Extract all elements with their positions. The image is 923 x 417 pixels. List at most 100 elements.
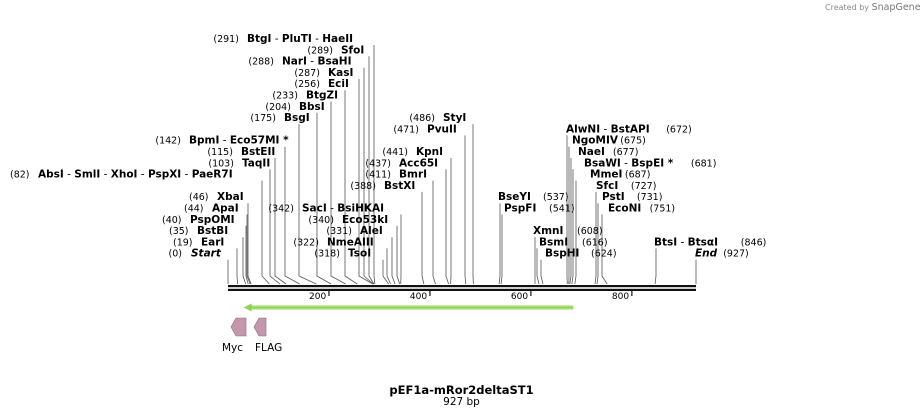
site-sfci[interactable]: (727) SfcI xyxy=(596,180,656,192)
site-bmri[interactable]: (411) BmrI xyxy=(365,169,427,181)
site-enzymes: BpmI - Eco57MI * xyxy=(189,135,289,147)
feature-myc[interactable]: Myc xyxy=(222,317,247,354)
scale-tick: 200 xyxy=(309,291,330,302)
site-position: (677) xyxy=(613,147,639,158)
site-position: (471) xyxy=(393,124,419,135)
site-naei[interactable]: (677) NaeI xyxy=(578,146,638,158)
leader-line xyxy=(421,191,425,285)
orf-arrow[interactable] xyxy=(243,303,574,312)
leader-line xyxy=(594,191,597,285)
site-end[interactable]: (927) End xyxy=(695,248,749,260)
site-xbai[interactable]: (46) XbaI xyxy=(189,191,244,203)
site-mmei[interactable]: (687)MmeI xyxy=(590,169,650,181)
site-btgzi[interactable]: (233) BtgZI xyxy=(272,90,338,102)
site-apai[interactable]: (44) ApaI xyxy=(184,203,239,215)
leader-line xyxy=(298,124,317,285)
site-position: (142) xyxy=(155,136,181,147)
leader-line xyxy=(330,101,346,285)
site-bsteii[interactable]: (115) BstEII xyxy=(207,146,275,158)
scale-tick-label: 200 xyxy=(309,292,326,302)
site-xmni[interactable]: (608) XmnI xyxy=(533,225,603,237)
site-pspfi[interactable]: (541) PspFI xyxy=(504,203,575,215)
site-nmeaiii[interactable]: (322) NmeAIII xyxy=(293,236,373,248)
site-enzymes: PspOMI xyxy=(190,214,235,226)
site-position: (322) xyxy=(293,237,319,248)
site-bseyi[interactable]: (537) BseYI xyxy=(498,191,569,203)
scale-tick-label: 400 xyxy=(410,292,427,302)
site-btgi[interactable]: (291) BtgI - PluTI - HaeII xyxy=(213,33,353,45)
site-btsi[interactable]: (846) BtsI - BtsαI xyxy=(654,236,766,248)
site-alwni[interactable]: (672) AlwNI - BstAPI xyxy=(566,123,692,135)
leader-line xyxy=(386,248,391,285)
site-enzymes: AlwNI - BstAPI xyxy=(566,123,650,135)
site-position: (40) xyxy=(162,215,182,226)
site-bbsi[interactable]: (204) BbsI xyxy=(265,101,324,113)
site-position: (437) xyxy=(365,158,391,169)
site-acc65i[interactable]: (437) Acc65I xyxy=(365,157,438,169)
feature-flag[interactable]: FLAG xyxy=(253,317,282,354)
leader-line xyxy=(246,214,251,285)
site-pvuii[interactable]: (471) PvuII xyxy=(393,123,456,135)
site-pspomi[interactable]: (40) PspOMI xyxy=(162,214,235,226)
site-enzymes: BtsI - BtsαI xyxy=(654,236,718,248)
site-enzymes: BmrI xyxy=(399,169,427,181)
site-econi[interactable]: (751) EcoNI xyxy=(608,203,675,215)
site-kasi[interactable]: (287) KasI xyxy=(294,67,353,79)
site-absi[interactable]: (82) AbsI - SmlI - XhoI - PspXI - PaeR7I xyxy=(10,169,233,181)
site-enzymes: SfcI xyxy=(596,180,618,192)
site-position: (927) xyxy=(723,249,749,260)
site-enzymes: KasI xyxy=(328,67,353,79)
leader-lines xyxy=(227,45,697,285)
site-bsmi[interactable]: (616) BsmI xyxy=(539,236,608,248)
leader-line xyxy=(601,214,608,285)
site-ecii[interactable]: (256) EciI xyxy=(294,78,349,90)
leader-line xyxy=(269,169,281,285)
site-eco53ki[interactable]: (340) Eco53kI xyxy=(308,214,388,226)
leader-line xyxy=(391,237,396,285)
site-enzymes: EcoNI xyxy=(608,203,641,215)
site-position: (44) xyxy=(184,204,204,215)
site-sfoi[interactable]: (289) SfoI xyxy=(307,44,364,56)
site-taqii[interactable]: (103) TaqII xyxy=(208,157,270,169)
site-position: (289) xyxy=(307,45,333,56)
site-enzymes: BbsI xyxy=(299,101,325,113)
site-enzymes: SacI - BsiHKAI xyxy=(302,203,384,215)
site-enzymes: BsaWI - BspEI * xyxy=(584,157,674,169)
site-start[interactable]: (0) Start xyxy=(169,248,222,260)
site-position: (35) xyxy=(169,226,189,237)
site-position: (616) xyxy=(582,237,608,248)
site-position: (751) xyxy=(650,204,676,215)
site-position: (318) xyxy=(314,249,340,260)
site-bsgi[interactable]: (175) BsgI xyxy=(250,112,309,124)
leader-line xyxy=(498,203,501,285)
site-nari[interactable]: (288) NarI - BsaHI xyxy=(248,56,351,68)
leader-line xyxy=(569,158,572,285)
site-tsoi[interactable]: (318) TsoI xyxy=(314,248,371,260)
site-eari[interactable]: (19) EarI xyxy=(173,236,224,248)
site-enzymes: NaeI xyxy=(578,146,605,158)
site-bstxi[interactable]: (388) BstXI xyxy=(350,180,415,192)
site-bsphi[interactable]: (624) BspHI xyxy=(545,248,617,260)
site-enzymes: KpnI xyxy=(416,146,443,158)
feature-layer: Myc FLAG xyxy=(222,317,282,354)
scale-tick: 800 xyxy=(612,291,633,302)
site-psti[interactable]: (731) PstI xyxy=(602,191,662,203)
credit-prefix: Created by xyxy=(825,3,870,12)
site-enzymes: MmeI xyxy=(590,169,622,181)
site-enzymes: BseYI xyxy=(498,191,531,203)
orf-layer xyxy=(243,303,574,312)
site-bpmi[interactable]: (142) BpmI - Eco57MI * xyxy=(155,135,289,147)
site-ngomiv[interactable]: (675)NgoMIV xyxy=(572,135,646,147)
site-styi[interactable]: (486) StyI xyxy=(409,112,466,124)
site-alei[interactable]: (331) AleI xyxy=(326,225,382,237)
site-position: (846) xyxy=(741,237,767,248)
site-bsawi[interactable]: (681) BsaWI - BspEI * xyxy=(584,157,716,169)
site-kpni[interactable]: (441) KpnI xyxy=(382,146,443,158)
leader-line xyxy=(574,180,577,285)
leader-line xyxy=(540,259,544,285)
snapgene-brand: SnapGene xyxy=(871,2,921,13)
site-enzymes: EciI xyxy=(328,78,349,90)
site-bstbi[interactable]: (35) BstBI xyxy=(169,225,228,237)
site-saci[interactable]: (342) SacI - BsiHKAI xyxy=(268,203,384,215)
scale-tick-label: 600 xyxy=(511,292,528,302)
